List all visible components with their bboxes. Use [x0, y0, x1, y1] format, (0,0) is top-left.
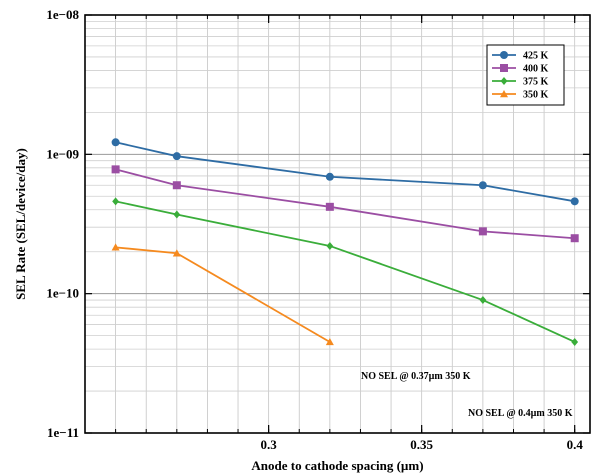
data-point: [172, 181, 181, 190]
legend-label: 425 K: [523, 51, 549, 62]
data-point: [570, 197, 579, 206]
legend-label: 400 K: [523, 64, 549, 75]
data-point: [478, 227, 487, 236]
x-tick-label: 0.4: [567, 437, 584, 452]
data-point: [111, 165, 120, 174]
series-0: [111, 138, 579, 206]
data-point: [172, 152, 181, 161]
legend: 425 K 400 K 375 K 350 K: [486, 44, 565, 106]
series-group: [111, 138, 579, 346]
data-point: [111, 138, 120, 147]
data-point: [570, 234, 579, 243]
y-tick-label: 1e−11: [47, 425, 79, 440]
x-axis-label: Anode to cathode spacing (µm): [251, 458, 423, 473]
legend-label: 350 K: [523, 90, 549, 101]
legend-marker: [500, 51, 508, 59]
annotation-no-sel-04: NO SEL @ 0.4µm 350 K: [468, 408, 573, 419]
data-point: [325, 202, 334, 211]
data-point: [325, 337, 334, 346]
data-point: [326, 241, 334, 250]
data-point: [173, 210, 181, 219]
series-1: [111, 165, 579, 243]
legend-marker: [500, 90, 508, 98]
y-tick-label: 1e−08: [46, 7, 79, 22]
data-point: [479, 296, 487, 305]
data-point: [172, 249, 181, 257]
series-3: [111, 243, 334, 346]
axis-ticks: 1e−11 1e−10 1e−09 1e−08 0.3 0.35 0.4: [46, 7, 590, 452]
data-point: [478, 181, 487, 190]
y-axis-label: SEL Rate (SEL/device/day): [13, 148, 28, 300]
data-point: [325, 172, 334, 181]
annotation-no-sel-037: NO SEL @ 0.37µm 350 K: [361, 371, 471, 382]
legend-label: 375 K: [523, 77, 549, 88]
data-point: [112, 197, 120, 206]
legend-items: 425 K 400 K 375 K 350 K: [492, 51, 549, 101]
y-tick-label: 1e−10: [46, 286, 79, 301]
data-point: [571, 337, 579, 346]
series-2: [112, 197, 579, 346]
data-point: [111, 243, 120, 251]
x-tick-label: 0.35: [410, 437, 433, 452]
plot-area-frame: [84, 14, 591, 434]
legend-marker: [500, 64, 508, 72]
legend-marker: [500, 77, 508, 85]
y-tick-label: 1e−09: [46, 146, 79, 161]
x-tick-label: 0.3: [261, 437, 278, 452]
